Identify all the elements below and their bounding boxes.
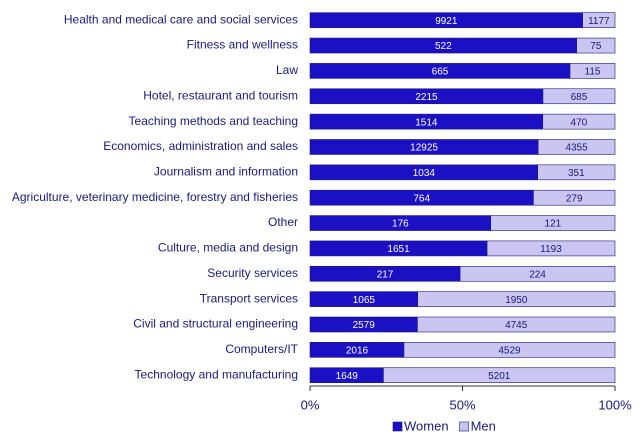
data-label: 176 [392,219,409,230]
data-label: 115 [585,67,601,78]
y-tick-label: Economics, administration and sales [103,139,298,153]
data-label: 279 [566,193,583,204]
y-tick-label: Computers/IT [225,342,298,356]
bar-segment [537,139,616,155]
x-tick-label: 100% [598,397,632,412]
bar-segment [533,189,616,206]
data-label: 1177 [588,16,610,27]
bar-segment [537,164,616,181]
data-label: 4529 [498,346,521,357]
data-label: 5201 [488,371,511,382]
y-tick-label: Other [268,215,298,229]
legend-swatch [392,421,403,432]
bar-segment [569,63,616,79]
bar-segment [459,265,616,282]
bar-segment [417,316,616,333]
data-label: 2215 [415,92,438,103]
data-label: 4745 [505,320,528,331]
data-label: 121 [545,219,562,230]
data-label: 224 [529,269,546,280]
bar-segment [490,215,616,231]
y-tick-label: Journalism and information [154,165,298,179]
x-tick-label: 50% [449,397,475,412]
data-label: 1065 [353,295,376,306]
y-tick-label: Fitness and wellness [187,38,298,52]
legend-swatch [459,421,469,432]
data-label: 1950 [505,295,528,306]
bar-segment [486,240,616,257]
y-tick-label: Security services [207,266,298,280]
data-label: 1514 [415,117,438,128]
data-label: 2579 [353,320,376,331]
data-label: 665 [432,67,449,78]
y-tick-label: Transport services [200,291,298,305]
legend-label: Men [471,418,496,433]
data-label: 75 [590,41,602,52]
legend-label: Women [404,418,449,433]
y-tick-label: Hotel, restaurant and tourism [143,88,298,102]
data-label: 1651 [387,244,410,255]
bar-segment [542,113,616,130]
data-label: 217 [377,269,394,280]
bar-segment [542,88,616,105]
data-label: 1034 [413,168,436,179]
y-tick-label: Culture, media and design [158,241,298,255]
data-label: 12925 [410,143,438,154]
data-label: 2016 [346,346,369,357]
y-tick-label: Technology and manufacturing [135,367,298,381]
x-tick-label: 0% [301,397,320,412]
data-label: 4355 [565,143,588,154]
data-label: 1649 [336,371,359,382]
bar-segment [417,291,616,307]
y-tick-label: Law [276,63,298,77]
y-tick-label: Agriculture, veterinary medicine, forest… [12,190,298,204]
y-tick-label: Teaching methods and teaching [129,114,298,128]
y-tick-label: Health and medical care and social servi… [64,12,298,26]
data-label: 9921 [435,16,458,27]
y-tick-label: Civil and structural engineering [133,317,298,331]
data-label: 522 [435,41,452,52]
data-label: 685 [571,92,588,103]
data-label: 351 [568,168,585,179]
bar-segment [403,342,616,358]
bar-segment [582,12,616,28]
data-label: 470 [571,117,588,128]
data-label: 764 [413,193,430,204]
bar-segment [576,37,616,54]
bar-segment [383,367,616,384]
data-label: 1193 [540,244,562,255]
